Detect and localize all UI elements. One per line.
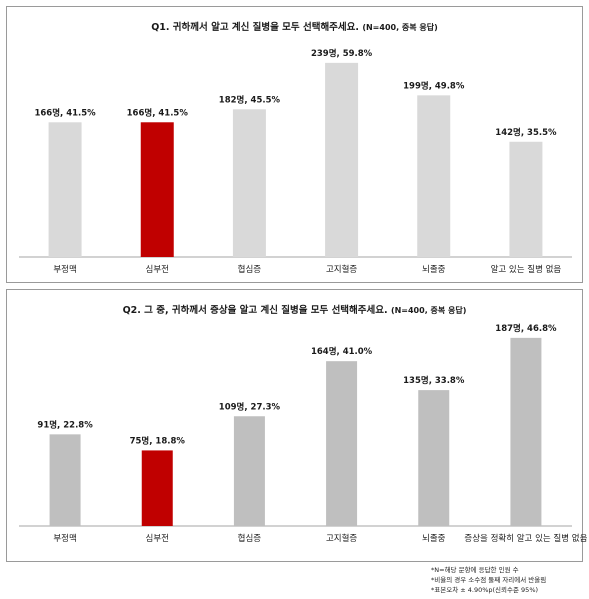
data-label-3: 109명, 27.3% — [219, 401, 281, 412]
chart-title-q2-note: (N=400, 중복 응답) — [390, 306, 467, 315]
data-label-6: 187명, 46.8% — [495, 323, 557, 334]
chart-title-q1: Q1. 귀하께서 알고 계신 질병을 모두 선택해주세요. (N=400, 중복… — [7, 19, 582, 33]
footnote-n: *N=해당 문항에 응답한 인원 수 — [431, 566, 519, 574]
footnotes: *N=해당 문항에 응답한 인원 수 *비율의 경우 소수점 둘째 자리에서 반… — [431, 565, 581, 595]
data-label-4: 239명, 59.8% — [311, 48, 373, 59]
bar-6 — [509, 141, 543, 257]
data-label-1: 166명, 41.5% — [34, 107, 96, 118]
category-label-3: 협심증 — [238, 533, 262, 544]
category-label-3: 협심증 — [238, 264, 262, 275]
chart-title-q2: Q2. 그 중, 귀하께서 증상을 알고 계신 질병을 모두 선택해주세요. (… — [7, 302, 582, 316]
category-label-1: 부정맥 — [53, 533, 76, 544]
bar-5 — [418, 390, 450, 526]
data-label-6: 142명, 35.5% — [495, 127, 557, 138]
footnote-rounding: *비율의 경우 소수점 둘째 자리에서 반올림 — [431, 576, 547, 584]
bar-1 — [48, 122, 82, 258]
category-label-2: 심부전 — [146, 533, 169, 544]
bar-3 — [233, 416, 265, 526]
category-label-1: 부정맥 — [53, 264, 76, 275]
bar-1 — [49, 434, 81, 526]
chart-panel-q1: Q1. 귀하께서 알고 계신 질병을 모두 선택해주세요. (N=400, 중복… — [6, 6, 583, 283]
category-label-2: 심부전 — [146, 264, 169, 275]
data-label-5: 135명, 33.8% — [403, 375, 465, 386]
category-label-4: 고지혈증 — [326, 264, 357, 275]
bar-chart-q2: 91명, 22.8% 부정맥 75명, 18.8% 심부전 109명, 27.3% 협심증… — [19, 323, 588, 544]
data-label-1: 91명, 22.8% — [37, 419, 93, 430]
data-label-2: 166명, 41.5% — [127, 107, 189, 118]
bar-2 — [140, 122, 174, 258]
bar-5 — [417, 95, 451, 257]
category-label-5: 뇌졸중 — [422, 534, 446, 544]
chart-title-q2-text: Q2. 그 중, 귀하께서 증상을 알고 계신 질병을 모두 선택해주세요. — [122, 305, 388, 316]
bar-2 — [141, 450, 173, 526]
data-label-3: 182명, 45.5% — [219, 94, 281, 105]
footnote-margin-of-error: *표본오차 ± 4.90%p(신뢰수준 95%) — [431, 586, 539, 594]
data-label-2: 75명, 18.8% — [130, 435, 186, 446]
chart-title-q1-note: (N=400, 중복 응답) — [362, 23, 438, 32]
bar-chart-q1: 166명, 41.5% 부정맥 166명, 41.5% 심부전 182명, 45.5% 협… — [19, 48, 572, 275]
bar-6 — [510, 337, 542, 526]
category-label-6: 알고 있는 질병 없음 — [491, 264, 562, 275]
bar-4 — [325, 62, 359, 257]
bar-4 — [326, 361, 358, 526]
chart-title-q1-text: Q1. 귀하께서 알고 계신 질병을 모두 선택해주세요. — [151, 22, 360, 33]
data-label-5: 199명, 49.8% — [403, 80, 465, 91]
category-label-4: 고지혈증 — [326, 533, 357, 544]
category-label-6: 증상을 정확히 알고 있는 질병 없음 — [464, 533, 587, 544]
data-label-4: 164명, 41.0% — [311, 346, 373, 357]
chart-panel-q2: Q2. 그 중, 귀하께서 증상을 알고 계신 질병을 모두 선택해주세요. (… — [6, 289, 588, 562]
bar-3 — [232, 109, 266, 257]
category-label-5: 뇌졸중 — [422, 265, 446, 275]
